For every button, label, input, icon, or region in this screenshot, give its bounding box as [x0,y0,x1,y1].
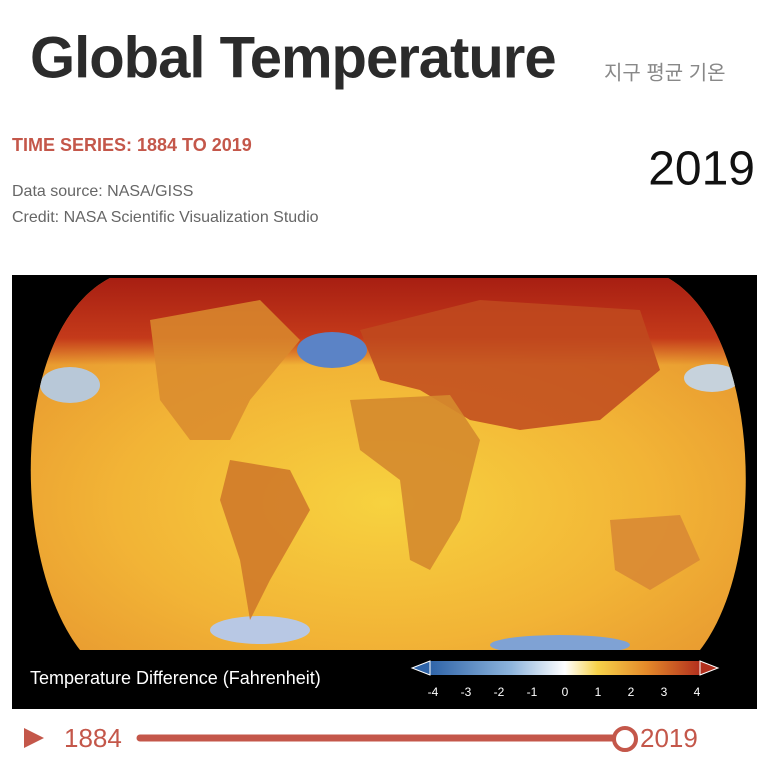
legend-title: Temperature Difference (Fahrenheit) [30,668,321,688]
colorbar-low-arrow [410,660,431,676]
colorbar-tick-label: -4 [428,685,439,699]
colorbar-tick-label: 1 [595,685,602,699]
colorbar-tick-label: 4 [694,685,701,699]
end-year: 2019 [640,723,698,753]
colorbar-tick-label: -2 [494,685,505,699]
colorbar-gradient [430,661,700,675]
slider-thumb[interactable] [612,726,638,752]
colorbar-tick-label: -3 [461,685,472,699]
subtitle: 지구 평균 기온 [604,61,726,84]
colorbar-tick-label: -1 [527,685,538,699]
map [30,278,746,650]
start-year: 1884 [64,723,122,753]
colorbar-tick-label: 3 [661,685,668,699]
colorbar-tick-label: 2 [628,685,635,699]
colorbar-high-arrow [699,660,720,676]
current-year: 2019 [648,143,755,196]
series-label: TIME SERIES: 1884 TO 2019 [12,135,252,155]
data-source: Data source: NASA/GISS [12,183,193,200]
colorbar-tick-label: 0 [562,685,569,699]
title: Global Temperature [30,25,556,90]
colorbar [410,660,720,676]
play-button[interactable] [24,728,44,748]
credit: Credit: NASA Scientific Visualization St… [12,209,319,226]
